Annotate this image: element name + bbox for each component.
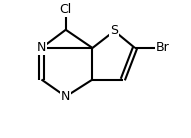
Text: Br: Br bbox=[156, 42, 169, 55]
Text: Cl: Cl bbox=[60, 3, 72, 16]
Text: S: S bbox=[110, 24, 118, 38]
Text: N: N bbox=[37, 42, 46, 55]
Text: N: N bbox=[61, 90, 70, 103]
